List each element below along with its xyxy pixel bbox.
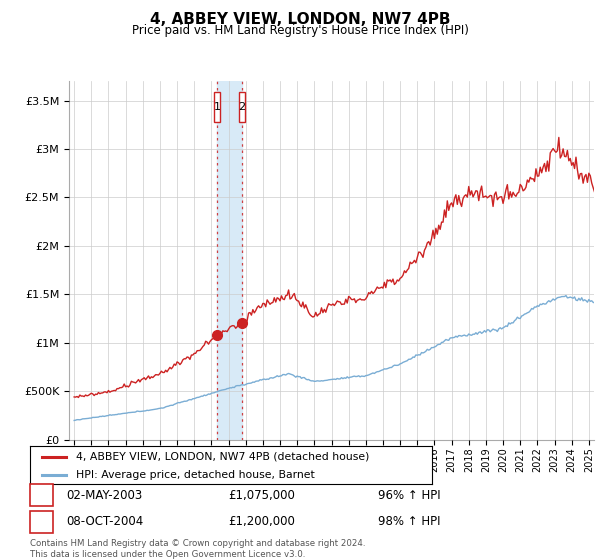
Text: 98% ↑ HPI: 98% ↑ HPI [378,515,440,529]
Text: 02-MAY-2003: 02-MAY-2003 [66,488,142,502]
Text: 1: 1 [214,102,221,112]
FancyBboxPatch shape [239,92,245,123]
Bar [217,81,242,440]
Text: 4, ABBEY VIEW, LONDON, NW7 4PB: 4, ABBEY VIEW, LONDON, NW7 4PB [150,12,450,27]
Text: 1: 1 [38,488,45,502]
Text: HPI: Average price, detached house, Barnet: HPI: Average price, detached house, Barn… [76,470,315,480]
Text: 08-OCT-2004: 08-OCT-2004 [66,515,143,529]
Text: £1,075,000: £1,075,000 [228,488,295,502]
Text: 2: 2 [238,102,245,112]
Text: 96% ↑ HPI: 96% ↑ HPI [378,488,440,502]
Text: Contains HM Land Registry data © Crown copyright and database right 2024.
This d: Contains HM Land Registry data © Crown c… [30,539,365,559]
Text: Price paid vs. HM Land Registry's House Price Index (HPI): Price paid vs. HM Land Registry's House … [131,24,469,37]
FancyBboxPatch shape [214,92,220,123]
Text: 4, ABBEY VIEW, LONDON, NW7 4PB (detached house): 4, ABBEY VIEW, LONDON, NW7 4PB (detached… [76,452,370,462]
Text: 2: 2 [38,515,45,529]
Text: £1,200,000: £1,200,000 [228,515,295,529]
